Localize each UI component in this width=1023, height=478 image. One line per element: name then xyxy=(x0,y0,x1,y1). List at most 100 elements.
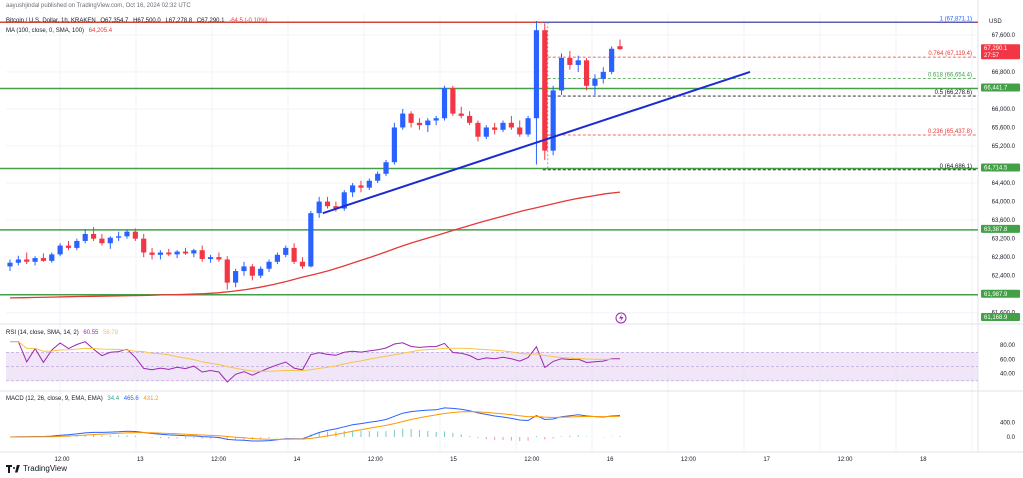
candle-body xyxy=(249,266,255,276)
candle-body xyxy=(550,90,556,151)
macd-line xyxy=(9,407,621,442)
price-badge xyxy=(981,289,1020,298)
price-badge-label: 66,441.7 xyxy=(984,85,1008,91)
time-tick-label: 12:00 xyxy=(368,457,384,463)
rsi-value: 60.55 xyxy=(83,330,99,336)
candle-body xyxy=(233,271,239,283)
price-badge-label: 63,387.8 xyxy=(984,227,1008,233)
price-tick-label: 62,800.0 xyxy=(992,255,1016,261)
price-badge xyxy=(981,83,1020,92)
macd-tick-label: 0.0 xyxy=(1007,435,1016,441)
rsi-legend: RSI (14, close, SMA, 14, 2) 60.55 58.78 xyxy=(6,330,121,336)
candle-body xyxy=(583,60,590,86)
candle-body xyxy=(308,213,314,267)
candle-body xyxy=(24,259,30,262)
time-tick-label: 12:00 xyxy=(211,457,227,463)
candle-body xyxy=(274,254,280,262)
brand-footer[interactable]: TradingView xyxy=(6,464,67,473)
signal-value: 431.2 xyxy=(143,396,159,402)
time-tick-label: 13 xyxy=(137,457,144,463)
candle-body xyxy=(124,231,130,237)
fib-level-label: 0 (64,686.1) xyxy=(940,164,972,170)
candle-body xyxy=(441,88,448,119)
symbol-label: Bitcoin / U.S. Dollar, 1h, KRAKEN xyxy=(6,18,96,24)
price-tick-label: 64,400.0 xyxy=(992,181,1016,187)
change-value: -64.5 (-0.10%) xyxy=(229,18,268,24)
candle-body xyxy=(157,252,164,255)
low-value: L67,278.8 xyxy=(165,18,193,24)
candle-body xyxy=(191,250,197,254)
price-tick-label: 65,600.0 xyxy=(992,125,1016,131)
candle-body xyxy=(207,257,214,260)
macd-value: 465.6 xyxy=(123,396,139,402)
time-tick-label: 12:00 xyxy=(54,457,70,463)
time-axis[interactable]: 12:00 13 12:00 14 12:00 15 12:00 16 12:00 17 12:00… xyxy=(54,457,927,463)
author-line: aayushjindal published on TradingView.co… xyxy=(6,3,191,9)
price-badge-label: 61,168.9 xyxy=(984,315,1008,321)
price-tick-label: 63,200.0 xyxy=(992,237,1016,243)
candle-body xyxy=(517,127,523,135)
time-tick-label: 12:00 xyxy=(524,457,540,463)
rsi-tick-label: 40.00 xyxy=(1000,372,1016,378)
candle-body xyxy=(224,259,230,283)
candle-body xyxy=(592,78,598,86)
candle-body xyxy=(508,122,514,128)
ma-line-legend: MA (100, close, 0, SMA, 100) 64,205.4 xyxy=(6,28,115,34)
candle-body xyxy=(132,231,138,239)
candle-body xyxy=(525,118,531,135)
fib-level-label: 1 (67,871.1) xyxy=(940,16,972,22)
candle-body xyxy=(450,88,456,114)
price-badge-label: 67,290.1 xyxy=(984,46,1008,52)
candle-body xyxy=(433,118,439,121)
candle-body xyxy=(299,261,306,267)
candle-body xyxy=(400,113,406,128)
candle-body xyxy=(283,247,289,255)
price-tick-label: 66,000.0 xyxy=(992,107,1016,113)
candle-body xyxy=(458,113,464,116)
candle-body xyxy=(116,236,122,238)
candle-body xyxy=(241,266,247,272)
candle-body xyxy=(15,259,21,263)
candle-body xyxy=(533,30,540,119)
ohlc-line: Bitcoin / U.S. Dollar, 1h, KRAKEN O67,35… xyxy=(6,18,271,24)
candle-body xyxy=(492,127,498,130)
candle-body xyxy=(383,162,389,174)
price-tick-label: 64,000.0 xyxy=(992,200,1016,206)
price-tick-label: 65,200.0 xyxy=(992,144,1016,150)
price-axis[interactable]: 67,600.067,200.066,800.066,000.065,600.0… xyxy=(981,33,1020,441)
brand-label: TradingView xyxy=(23,464,68,473)
currency-label: USD xyxy=(989,19,1002,25)
price-badge xyxy=(981,44,1020,60)
candle-body xyxy=(49,254,55,261)
candle-body xyxy=(82,234,88,241)
time-tick-label: 14 xyxy=(294,457,301,463)
candle-body xyxy=(408,113,414,123)
rsi-ma-line xyxy=(10,341,621,372)
ma-line-path xyxy=(9,191,621,299)
fib-retracement: 1 (67,871.1) 0.764 (67,119.4) 0.618 (66,65… xyxy=(542,16,976,171)
candle-body xyxy=(40,258,47,261)
flash-icon-bolt xyxy=(619,314,624,322)
price-badge-label: 64,714.5 xyxy=(984,165,1008,171)
close-value: C67,290.1 xyxy=(196,18,225,24)
time-tick-label: 12:00 xyxy=(837,457,853,463)
fib-level-label: 0.618 (66,654.4) xyxy=(928,73,972,79)
bullish-trendline xyxy=(322,70,751,215)
macd-hist-value: 34.4 xyxy=(107,396,120,402)
trendline[interactable] xyxy=(322,70,751,215)
candle-body xyxy=(466,115,473,123)
candle-body xyxy=(166,252,172,255)
time-tick-label: 18 xyxy=(920,457,927,463)
grid xyxy=(0,0,1023,453)
rsi-tick-label: 60.00 xyxy=(1000,357,1016,363)
candle-body xyxy=(32,258,38,262)
candle-body xyxy=(149,252,155,255)
high-value: H67,500.0 xyxy=(133,18,161,24)
flash-icon-ring xyxy=(615,312,627,324)
candle-body xyxy=(350,185,356,193)
fib-level-label: 0.236 (65,437.8) xyxy=(928,129,972,135)
price-badge-label: 61,987.9 xyxy=(984,292,1008,298)
price-tick-label: 63,600.0 xyxy=(992,218,1016,224)
flash-icon[interactable] xyxy=(615,312,627,324)
